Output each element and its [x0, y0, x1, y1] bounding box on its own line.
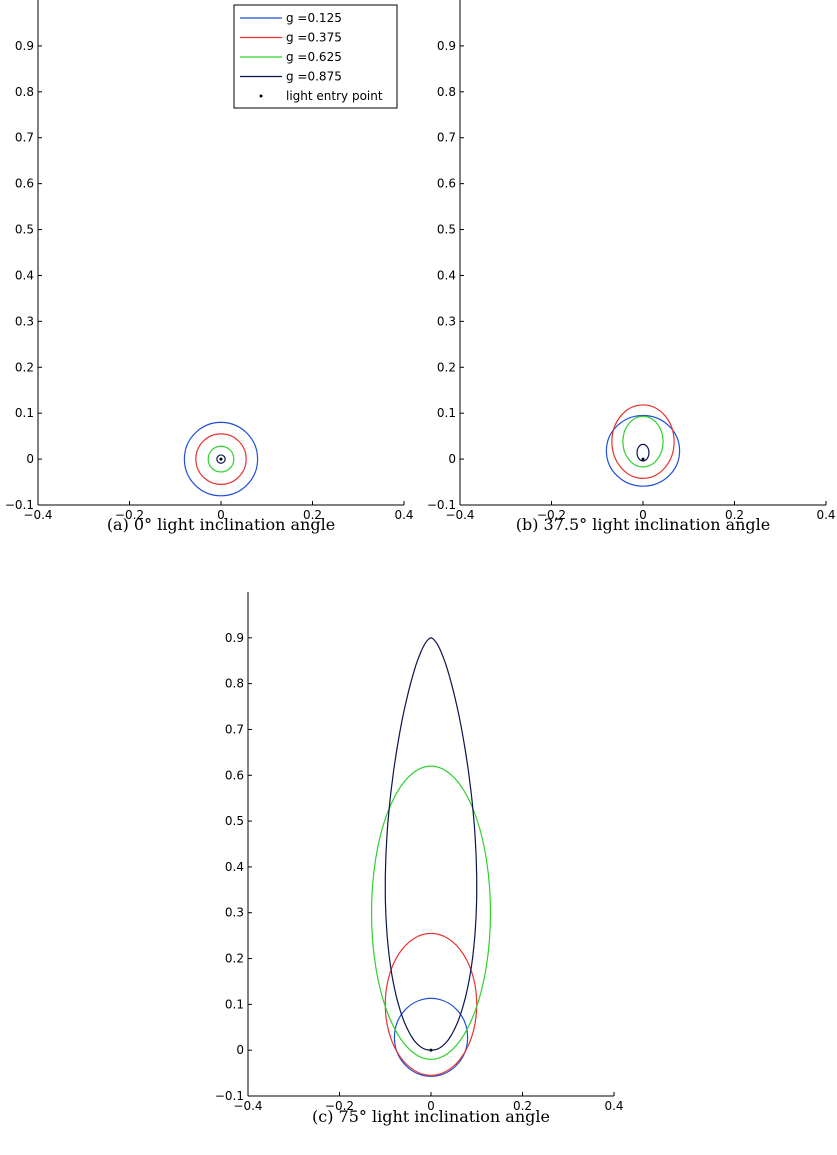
legend: g =0.125 g =0.375 g =0.625 g =0.875 light en…: [233, 4, 398, 109]
legend-label: g =0.375: [286, 31, 342, 45]
x-tick-label: 0: [427, 1099, 435, 1113]
legend-marker: [259, 94, 263, 98]
x-tick-label: 0.2: [513, 1099, 532, 1113]
curve-0875: [384, 637, 478, 1051]
x-tick-label: −0.4: [233, 1099, 262, 1113]
light-entry-point: [219, 457, 223, 461]
legend-label: g =0.625: [286, 50, 342, 64]
y-tick-label: 0: [26, 452, 34, 466]
x-tick-label: 0.2: [725, 508, 744, 522]
y-tick-label: 0.3: [15, 314, 34, 328]
y-tick-label: 0.7: [437, 131, 456, 145]
y-tick-label: 0.3: [437, 314, 456, 328]
legend-label: g =0.125: [286, 11, 342, 25]
x-tick-label: 0.4: [604, 1099, 623, 1113]
y-tick-label: 0.8: [225, 677, 244, 691]
x-tick-label: −0.2: [537, 508, 566, 522]
y-tick-label: 0: [236, 1043, 244, 1057]
y-tick-label: 0.9: [15, 39, 34, 53]
y-tick-label: 0.2: [225, 952, 244, 966]
curve-0125: [393, 997, 469, 1077]
legend-label: g =0.875: [286, 70, 342, 84]
x-tick-label: 0.4: [394, 508, 413, 522]
curve-0875: [636, 443, 650, 462]
y-tick-label: 0.3: [225, 906, 244, 920]
x-tick-label: 0: [217, 508, 225, 522]
light-entry-point: [429, 1048, 433, 1052]
panel-b: −0.4 −0.2 0 0.2 0.4 −0.1 0 0.1 0.2 0.3 0.4 0.5 0.6 0.…: [427, 0, 836, 534]
curve-0375: [195, 433, 247, 485]
panel-caption: (c) 75° light inclination angle: [312, 1107, 550, 1126]
y-tick-label: 0.8: [15, 85, 34, 99]
y-tick-label: 0.2: [15, 360, 34, 374]
y-tick-label: 0.4: [225, 860, 244, 874]
y-tick-label: 0: [448, 452, 456, 466]
y-tick-label: 0.6: [437, 177, 456, 191]
x-tick-label: −0.2: [325, 1099, 354, 1113]
curve-0625: [370, 765, 492, 1060]
y-tick-label: 0.4: [15, 268, 34, 282]
y-tick-label: 0.4: [437, 268, 456, 282]
x-tick-label: −0.2: [115, 508, 144, 522]
panel-a: −0.4 −0.2 0 0.2 0.4 −0.1 0 0.1 0.2 0.3 0.4 0.5 0.6 0.…: [5, 0, 414, 534]
y-tick-label: 0.8: [437, 85, 456, 99]
x-tick-label: 0.2: [303, 508, 322, 522]
light-entry-point: [641, 457, 645, 461]
y-tick-label: 0.9: [225, 631, 244, 645]
y-tick-label: 0.2: [437, 360, 456, 374]
curve-0875: [216, 454, 226, 464]
y-tick-label: 0.5: [225, 814, 244, 828]
x-tick-label: 0: [639, 508, 647, 522]
x-tick-label: −0.4: [445, 508, 474, 522]
y-tick-label: −0.1: [215, 1089, 244, 1103]
x-tick-label: −0.4: [23, 508, 52, 522]
curve-0625: [207, 445, 235, 473]
y-tick-label: 0.7: [15, 131, 34, 145]
curve-0125: [183, 421, 259, 497]
y-tick-label: −0.1: [5, 498, 34, 512]
curve-0625: [622, 415, 664, 468]
y-tick-label: 0.1: [225, 997, 244, 1011]
y-tick-label: −0.1: [427, 498, 456, 512]
panel-caption: (b) 37.5° light inclination angle: [516, 515, 771, 534]
legend-label: light entry point: [286, 89, 383, 103]
curve-0375: [611, 404, 675, 479]
curve-0125: [605, 414, 681, 487]
curve-0375: [384, 932, 478, 1076]
y-tick-label: 0.9: [437, 39, 456, 53]
y-tick-label: 0.5: [437, 223, 456, 237]
panel-c: −0.4 −0.2 0 0.2 0.4 −0.1 0 0.1 0.2 0.3 0.4 0.5 0.6 0.…: [215, 592, 624, 1126]
y-tick-label: 0.7: [225, 722, 244, 736]
y-tick-label: 0.6: [15, 177, 34, 191]
y-tick-label: 0.6: [225, 768, 244, 782]
y-tick-label: 0.1: [15, 406, 34, 420]
panel-caption: (a) 0° light inclination angle: [107, 515, 335, 534]
y-tick-label: 0.1: [437, 406, 456, 420]
y-tick-label: 0.5: [15, 223, 34, 237]
x-tick-label: 0.4: [816, 508, 835, 522]
